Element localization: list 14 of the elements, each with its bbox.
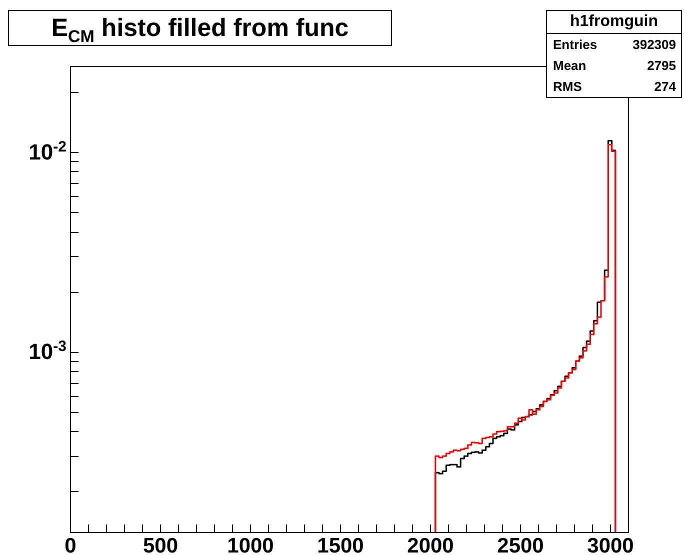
text: Mean 2795: [553, 58, 676, 73]
chart-title: E$_{CM}$ histo filled from func: [8, 10, 392, 46]
x-tick-label: 500: [142, 534, 178, 555]
x-tick-label: 1000: [227, 534, 274, 555]
x-tick-label: 1500: [317, 534, 364, 555]
x-tick-label: 3000: [587, 534, 634, 555]
x-tick-label: 2500: [497, 534, 544, 555]
text: Entries 392309: [553, 37, 676, 52]
y-tick-label: 10$^{-3}$: [28, 338, 66, 364]
y-tick-label: 10$^{-2}$: [28, 138, 66, 165]
x-tick-label: 0: [64, 534, 76, 555]
text: RMS 274: [553, 79, 676, 94]
x-tick-label: 2000: [407, 534, 454, 555]
text: h1fromguin: [547, 11, 681, 34]
